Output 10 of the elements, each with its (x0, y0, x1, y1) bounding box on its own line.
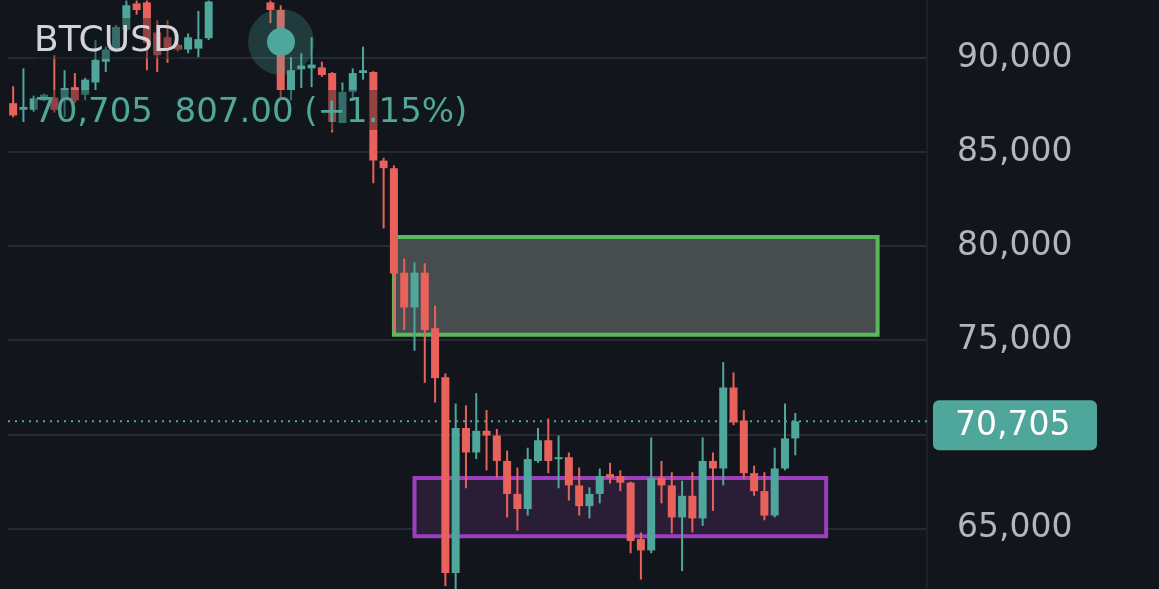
candlestick (359, 46, 368, 80)
candlestick (482, 410, 491, 471)
ref-line-label: 70,705 (955, 403, 1071, 443)
y-tick-label: 85,000 (957, 129, 1073, 169)
y-tick-label: 65,000 (957, 506, 1073, 546)
candlestick (554, 435, 563, 489)
y-tick-label: 80,000 (957, 223, 1073, 263)
candlestick (19, 68, 28, 123)
y-tick-label: 90,000 (957, 35, 1073, 75)
y-tick-label: 75,000 (957, 318, 1073, 358)
